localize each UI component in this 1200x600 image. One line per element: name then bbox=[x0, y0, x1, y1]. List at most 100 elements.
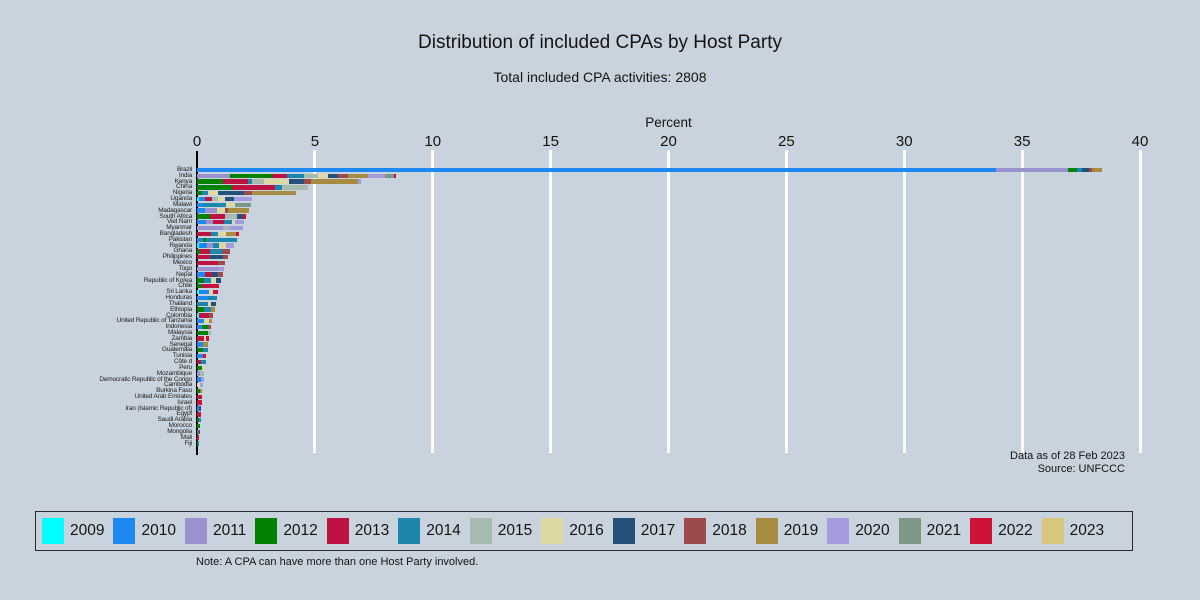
legend-item: 2010 bbox=[113, 518, 176, 544]
country-label: Rwanda bbox=[169, 241, 192, 249]
chart-row: Guatemala bbox=[0, 347, 1200, 353]
bar-segment bbox=[206, 237, 238, 242]
bar-segment bbox=[207, 301, 212, 306]
chart-row: Madagascar bbox=[0, 207, 1200, 214]
stacked-bar bbox=[197, 301, 216, 306]
stacked-bar bbox=[197, 365, 206, 370]
bar-segment bbox=[197, 301, 208, 306]
bar-segment bbox=[207, 330, 211, 336]
bar-segment bbox=[303, 173, 319, 178]
bar-segment bbox=[197, 342, 203, 347]
bar-segment bbox=[197, 388, 200, 394]
bar-segment bbox=[272, 173, 288, 178]
chart-row: China bbox=[0, 184, 1200, 190]
legend-item: 2017 bbox=[612, 518, 676, 544]
chart-row: Myanmar bbox=[0, 225, 1200, 231]
legend-year-label: 2023 bbox=[1069, 522, 1105, 539]
bar-segment bbox=[201, 359, 206, 365]
bar-segment bbox=[224, 220, 233, 225]
bar-segment bbox=[197, 196, 200, 202]
bar-segment bbox=[234, 220, 245, 225]
bar-segment bbox=[347, 173, 368, 178]
chart-row: Peru bbox=[0, 364, 1200, 371]
bar-segment bbox=[197, 353, 203, 359]
bar-segment bbox=[225, 214, 238, 219]
legend-swatch bbox=[684, 518, 707, 544]
bar-segment bbox=[264, 179, 289, 184]
country-label: Honduras bbox=[165, 294, 192, 302]
bar-segment bbox=[218, 231, 227, 237]
legend-item: 2011 bbox=[184, 518, 246, 544]
chart-row: Cambodia bbox=[0, 382, 1200, 388]
stacked-bar bbox=[197, 249, 230, 254]
stacked-bar bbox=[197, 196, 253, 202]
bar-segment bbox=[197, 225, 223, 231]
bar-segment bbox=[235, 231, 240, 237]
stacked-bar bbox=[197, 383, 203, 388]
bar-segment bbox=[202, 202, 227, 207]
stacked-bar bbox=[197, 243, 234, 248]
legend-swatch bbox=[612, 518, 635, 544]
legend-year-label: 2014 bbox=[426, 522, 461, 539]
bar-segment bbox=[222, 249, 230, 254]
chart-row: Colombia bbox=[0, 312, 1200, 319]
bar-segment bbox=[197, 412, 201, 417]
legend-year-label: 2017 bbox=[640, 522, 676, 539]
bar-segment bbox=[234, 202, 252, 207]
bar-segment bbox=[208, 319, 213, 324]
bar-segment bbox=[197, 220, 207, 225]
legend-item: 2009 bbox=[42, 518, 104, 544]
legend-year-label: 2022 bbox=[998, 522, 1033, 539]
bar-segment bbox=[218, 196, 226, 202]
stacked-bar bbox=[197, 324, 212, 330]
bar-segment bbox=[201, 190, 208, 196]
bar-segment bbox=[198, 429, 200, 434]
country-label: Israel bbox=[177, 398, 192, 406]
bar-segment bbox=[287, 173, 304, 178]
x-tick-label: 10 bbox=[424, 133, 442, 150]
chart-row: Mongolia bbox=[0, 428, 1200, 435]
stacked-bar bbox=[197, 289, 219, 295]
legend-swatch bbox=[827, 518, 850, 544]
gridline bbox=[667, 150, 670, 453]
legend-year-label: 2019 bbox=[783, 522, 819, 539]
bar-segment bbox=[358, 179, 362, 184]
stacked-bar bbox=[197, 412, 201, 417]
bar-segment bbox=[233, 196, 253, 202]
bar-segment bbox=[197, 377, 201, 382]
gridline bbox=[431, 150, 435, 453]
legend-swatch bbox=[255, 518, 278, 544]
country-label: United Arab Emirates bbox=[134, 392, 193, 400]
bar-segment bbox=[197, 336, 205, 341]
country-label: Republic of Korea bbox=[143, 276, 192, 284]
bar-segment bbox=[311, 179, 359, 184]
country-label: Iran (Islamic Republic of) bbox=[125, 404, 192, 412]
chart-row: Nigeria bbox=[0, 190, 1200, 196]
bar-segment bbox=[1068, 167, 1078, 173]
chart-row: South Africa bbox=[0, 213, 1200, 220]
chart-row: Bangladesh bbox=[0, 230, 1200, 237]
bar-segment bbox=[218, 260, 226, 266]
stacked-bar bbox=[197, 429, 200, 434]
bar-segment bbox=[197, 435, 200, 440]
bar-segment bbox=[197, 319, 205, 324]
chart-row: Pakistan bbox=[0, 236, 1200, 243]
bar-segment bbox=[219, 243, 227, 248]
bar-segment bbox=[281, 185, 308, 190]
country-label: Chile bbox=[178, 282, 192, 290]
bar-segment bbox=[209, 214, 226, 219]
bar-segment bbox=[218, 266, 225, 272]
bar-segment bbox=[318, 173, 329, 178]
bar-segment bbox=[197, 249, 200, 254]
bar-segment bbox=[197, 348, 203, 353]
bar-segment bbox=[197, 202, 203, 207]
country-label: Uganda bbox=[170, 195, 192, 203]
bar-segment bbox=[197, 307, 205, 312]
bar-segment bbox=[222, 254, 228, 260]
chart-row: Israel bbox=[0, 398, 1200, 406]
legend-year-label: 2010 bbox=[141, 522, 176, 539]
chart-row: Saudi Arabia bbox=[0, 417, 1200, 423]
country-label: United Republic of Tanzania bbox=[116, 317, 193, 325]
stacked-bar bbox=[197, 295, 218, 301]
bar-segment bbox=[225, 208, 228, 213]
